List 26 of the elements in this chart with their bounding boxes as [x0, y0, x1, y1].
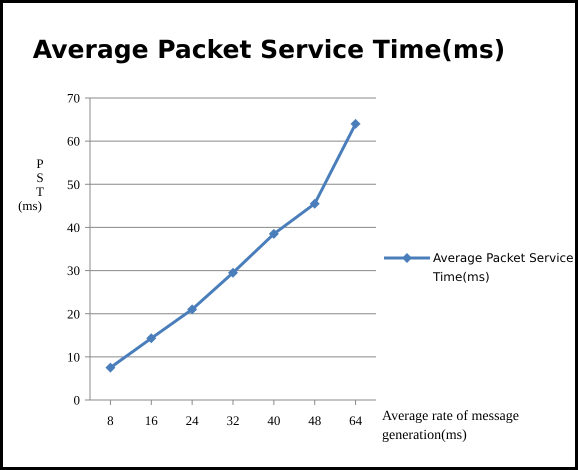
point: [350, 118, 361, 129]
y-tick-label: 0: [74, 392, 80, 408]
x-tick-label: 24: [186, 413, 200, 428]
y-tick-label: 30: [67, 263, 80, 278]
point: [146, 333, 156, 344]
x-tick-label: 48: [308, 413, 322, 428]
x-tick-label: 40: [267, 413, 280, 428]
y-axis-title: PST (ms): [18, 156, 44, 213]
x-tick-label: 64: [349, 413, 363, 428]
point: [228, 268, 238, 278]
y-tick-label: 20: [67, 306, 80, 322]
chart-title: Average Packet Service Time(ms): [32, 35, 506, 64]
y-tick-label: 70: [67, 90, 80, 106]
point: [105, 362, 116, 373]
legend-label: Average Packet Service Time(ms): [432, 251, 574, 284]
x-axis-title: Average rate of message generation(ms): [382, 409, 519, 443]
x-tick-label: 8: [107, 413, 114, 428]
point: [187, 304, 198, 314]
y-tick-label: 40: [67, 220, 80, 235]
x-tick-label: 16: [144, 413, 158, 428]
y-tick-label: 10: [67, 349, 80, 364]
x-tick-label: 32: [226, 413, 240, 428]
point: [268, 228, 279, 239]
y-tick-label: 60: [67, 134, 80, 149]
point: [310, 198, 320, 209]
y-tick-label: 50: [67, 176, 80, 192]
